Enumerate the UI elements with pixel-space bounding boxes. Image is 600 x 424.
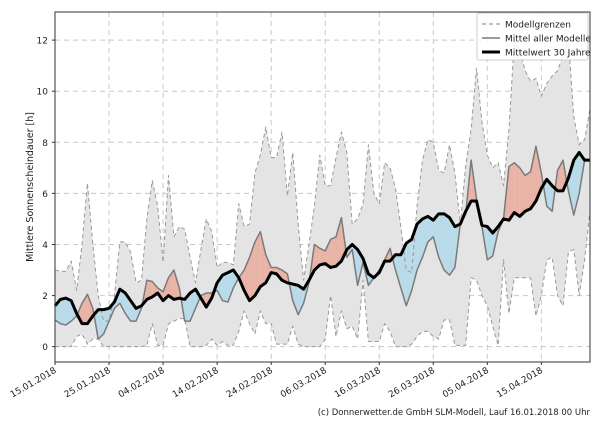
y-tick-label: 2 bbox=[42, 292, 48, 302]
legend-label-bounds: Modellgrenzen bbox=[505, 21, 571, 31]
legend-label-climate: Mittelwert 30 Jahre bbox=[505, 49, 591, 59]
x-tick-label: 06.03.2018 bbox=[279, 366, 329, 401]
x-tick-label: 16.03.2018 bbox=[333, 366, 383, 401]
footer-credit: (c) Donnerwetter.de GmbH SLM-Modell, Lau… bbox=[318, 408, 591, 418]
below-climate-area bbox=[223, 273, 228, 302]
x-tick-label: 15.04.2018 bbox=[495, 366, 545, 401]
x-tick-label: 14.02.2018 bbox=[171, 366, 221, 401]
above-climate-area bbox=[331, 237, 336, 268]
y-tick-label: 12 bbox=[37, 37, 48, 47]
above-climate-area bbox=[514, 163, 519, 217]
y-tick-label: 4 bbox=[42, 241, 48, 251]
below-climate-area bbox=[444, 214, 449, 275]
x-tick-label: 04.02.2018 bbox=[117, 366, 167, 401]
x-tick-label: 15.01.2018 bbox=[9, 366, 59, 401]
y-tick-label: 0 bbox=[42, 343, 48, 353]
y-tick-label: 6 bbox=[42, 190, 48, 200]
below-climate-area bbox=[60, 298, 65, 325]
x-tick-label: 25.01.2018 bbox=[63, 366, 113, 401]
legend: Modellgrenzen Mittel aller Modelle Mitte… bbox=[477, 13, 591, 60]
y-tick-label: 8 bbox=[42, 139, 48, 149]
y-tick-label: 10 bbox=[37, 88, 49, 98]
legend-label-model-mean: Mittel aller Modelle bbox=[505, 35, 591, 45]
y-axis-label: Mittlere Sonnenscheindauer [h] bbox=[25, 112, 36, 262]
x-tick-label: 24.02.2018 bbox=[225, 366, 275, 401]
x-tick-label: 05.04.2018 bbox=[441, 366, 491, 401]
fills bbox=[55, 40, 590, 347]
above-climate-area bbox=[525, 172, 530, 212]
x-tick-label: 26.03.2018 bbox=[387, 366, 437, 401]
y-ticks: 0 2 4 6 8 10 12 bbox=[37, 37, 55, 354]
